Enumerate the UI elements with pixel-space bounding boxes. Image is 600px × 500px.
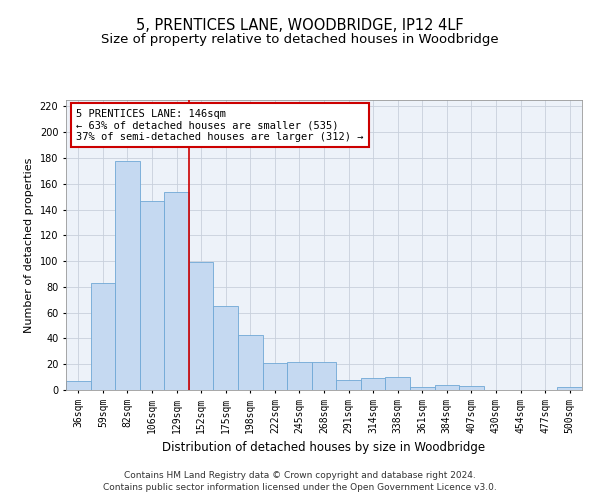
Text: Contains HM Land Registry data © Crown copyright and database right 2024.: Contains HM Land Registry data © Crown c… xyxy=(124,471,476,480)
Text: Size of property relative to detached houses in Woodbridge: Size of property relative to detached ho… xyxy=(101,32,499,46)
Bar xyxy=(238,334,263,390)
Text: 5 PRENTICES LANE: 146sqm
← 63% of detached houses are smaller (535)
37% of semi-: 5 PRENTICES LANE: 146sqm ← 63% of detach… xyxy=(76,108,364,142)
Bar xyxy=(361,378,385,390)
Bar xyxy=(557,388,582,390)
Bar xyxy=(91,283,115,390)
Bar xyxy=(336,380,361,390)
Bar xyxy=(115,160,140,390)
Y-axis label: Number of detached properties: Number of detached properties xyxy=(24,158,34,332)
Bar xyxy=(189,262,214,390)
Bar xyxy=(410,388,434,390)
X-axis label: Distribution of detached houses by size in Woodbridge: Distribution of detached houses by size … xyxy=(163,441,485,454)
Bar xyxy=(140,200,164,390)
Bar xyxy=(263,363,287,390)
Bar xyxy=(214,306,238,390)
Bar xyxy=(66,381,91,390)
Bar xyxy=(434,385,459,390)
Text: Contains public sector information licensed under the Open Government Licence v3: Contains public sector information licen… xyxy=(103,484,497,492)
Bar xyxy=(385,377,410,390)
Bar xyxy=(287,362,312,390)
Text: 5, PRENTICES LANE, WOODBRIDGE, IP12 4LF: 5, PRENTICES LANE, WOODBRIDGE, IP12 4LF xyxy=(136,18,464,32)
Bar xyxy=(459,386,484,390)
Bar xyxy=(164,192,189,390)
Bar xyxy=(312,362,336,390)
